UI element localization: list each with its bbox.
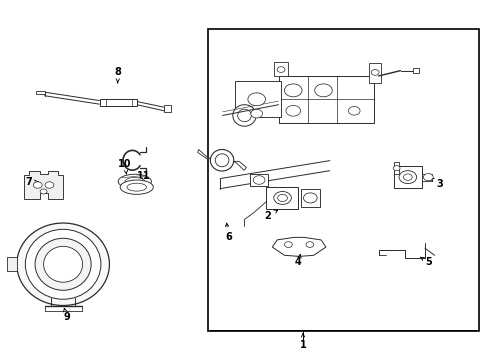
Bar <box>207 30 478 330</box>
Bar <box>273 62 288 76</box>
Text: 1: 1 <box>299 334 306 350</box>
Ellipse shape <box>210 149 233 171</box>
Circle shape <box>423 174 432 181</box>
Text: 6: 6 <box>225 223 232 242</box>
Circle shape <box>45 182 54 188</box>
Bar <box>300 189 320 207</box>
Circle shape <box>403 174 411 180</box>
Ellipse shape <box>25 229 101 299</box>
Circle shape <box>370 69 378 75</box>
Bar <box>393 162 398 174</box>
Circle shape <box>284 242 292 247</box>
Circle shape <box>398 171 416 184</box>
Ellipse shape <box>127 183 146 191</box>
Ellipse shape <box>43 246 82 282</box>
Circle shape <box>250 109 262 118</box>
Bar <box>163 105 171 112</box>
Polygon shape <box>197 149 210 158</box>
Circle shape <box>253 176 264 184</box>
Ellipse shape <box>35 238 91 290</box>
Circle shape <box>247 93 265 106</box>
Bar <box>234 81 281 117</box>
Circle shape <box>277 67 285 72</box>
Text: 4: 4 <box>294 255 301 267</box>
Ellipse shape <box>237 109 251 122</box>
Bar <box>422 174 431 181</box>
Ellipse shape <box>17 223 109 306</box>
Circle shape <box>33 182 42 188</box>
Text: 11: 11 <box>137 171 150 184</box>
Ellipse shape <box>118 174 151 189</box>
Circle shape <box>285 105 300 116</box>
Ellipse shape <box>120 180 153 194</box>
Bar <box>393 166 422 188</box>
Ellipse shape <box>125 177 144 185</box>
Bar <box>278 76 373 123</box>
Ellipse shape <box>232 105 256 126</box>
Bar <box>412 68 418 73</box>
Circle shape <box>347 107 359 115</box>
Text: 5: 5 <box>419 257 431 267</box>
Text: 3: 3 <box>429 178 442 189</box>
Circle shape <box>392 166 399 171</box>
Polygon shape <box>7 257 17 271</box>
Bar <box>368 63 380 83</box>
Text: 2: 2 <box>264 210 277 221</box>
Polygon shape <box>272 237 325 256</box>
Text: 10: 10 <box>118 159 131 174</box>
Circle shape <box>273 192 291 204</box>
Ellipse shape <box>215 154 228 167</box>
Polygon shape <box>24 171 63 199</box>
Circle shape <box>303 193 317 203</box>
Circle shape <box>305 242 313 247</box>
Circle shape <box>40 189 47 194</box>
Bar <box>100 99 137 105</box>
Text: 8: 8 <box>114 67 121 83</box>
Bar <box>250 174 267 186</box>
Circle shape <box>314 84 331 97</box>
Circle shape <box>277 194 287 202</box>
Bar <box>266 187 298 209</box>
Polygon shape <box>233 161 246 170</box>
Polygon shape <box>36 91 44 94</box>
Text: 7: 7 <box>25 177 38 187</box>
Text: 9: 9 <box>63 308 70 322</box>
Circle shape <box>284 84 302 97</box>
